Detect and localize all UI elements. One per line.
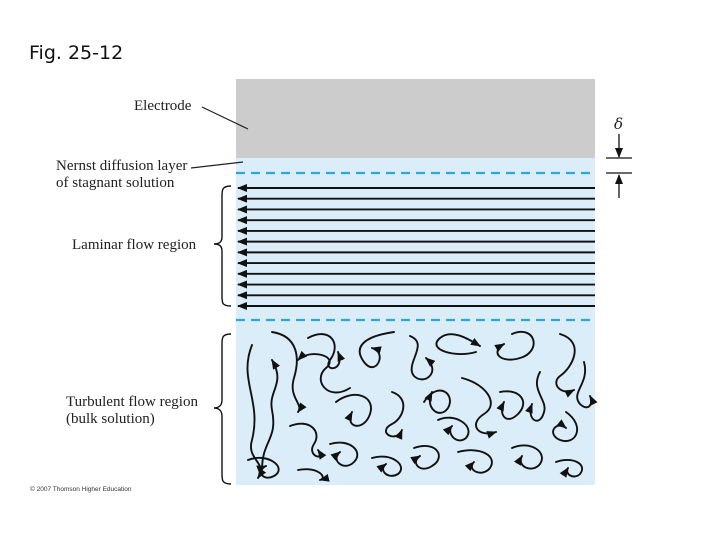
- turbulent-brace: [213, 333, 232, 485]
- laminar-flow-arrows: [237, 184, 595, 310]
- laminar-brace: [213, 185, 232, 307]
- delta-thickness-markers: [606, 134, 632, 198]
- swirl-arrow: [457, 449, 493, 474]
- swirl-arrow: [555, 458, 583, 478]
- copyright-notice: © 2007 Thomson Higher Education: [30, 486, 132, 493]
- swirl-arrow: [555, 333, 576, 398]
- swirl-arrow: [271, 331, 307, 413]
- swirl-arrow: [247, 457, 280, 479]
- laminar-flow-label: Laminar flow region: [72, 237, 197, 253]
- swirl-arrow: [410, 445, 440, 470]
- turbulent-flow-label-line1: Turbulent flow region: [66, 394, 198, 410]
- nernst-leader-line: [190, 161, 244, 169]
- swirl-arrow: [511, 444, 543, 470]
- solution-region: [236, 158, 595, 485]
- swirl-arrow: [496, 390, 525, 420]
- turbulent-flow-arrows: [246, 331, 598, 482]
- swirl-arrow: [423, 389, 451, 414]
- swirl-arrow: [329, 441, 359, 467]
- electrode-label: Electrode: [134, 98, 192, 114]
- swirl-arrow: [246, 344, 267, 479]
- swirl-arrow: [358, 331, 395, 369]
- swirl-arrow: [437, 416, 470, 442]
- swirl-arrow: [335, 393, 372, 427]
- swirl-arrow: [552, 411, 579, 443]
- swirl-arrow: [261, 359, 280, 471]
- swirl-arrow: [435, 333, 481, 355]
- delta-symbol: δ: [614, 115, 623, 133]
- swirl-arrow: [494, 331, 535, 361]
- swirl-arrow: [525, 371, 546, 422]
- swirl-arrow: [297, 350, 351, 394]
- swirl-arrow: [461, 377, 497, 439]
- electrode-block: [236, 79, 595, 158]
- swirl-arrow: [371, 455, 402, 477]
- swirl-arrow: [409, 335, 436, 381]
- nernst-layer-label-line2: of stagnant solution: [56, 175, 175, 191]
- figure-title: Fig. 25-12: [29, 42, 124, 64]
- nernst-layer-label-line1: Nernst diffusion layer: [56, 158, 188, 174]
- swirl-arrow: [385, 391, 405, 440]
- swirl-arrow: [289, 422, 327, 460]
- swirl-arrow: [297, 468, 330, 482]
- turbulent-flow-label-line2: (bulk solution): [66, 411, 155, 427]
- swirl-arrow: [576, 361, 598, 409]
- electrode-leader-line: [201, 106, 249, 130]
